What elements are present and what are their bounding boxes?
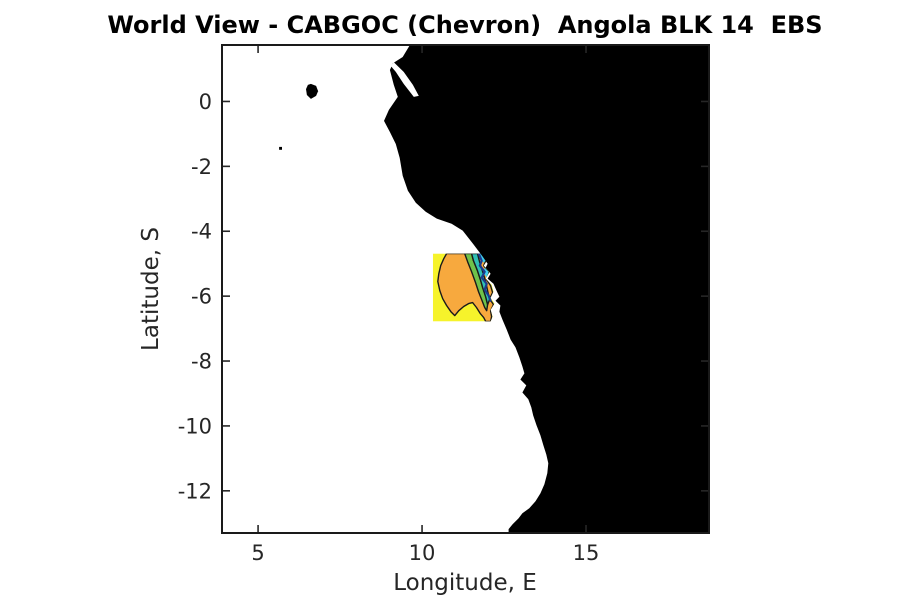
y-tick-label: -6 [191,285,212,309]
contour-line-navy [477,253,492,302]
y-tick-label: -4 [191,220,212,244]
y-tick-label: -12 [178,479,212,503]
land-africa-mainland [384,45,709,533]
band-lightblue-b [483,267,489,278]
y-tick-label: -10 [178,414,212,438]
x-axis-label: Longitude, E [393,570,537,596]
x-tick-label: 10 [409,541,436,565]
axis-ticks [222,45,709,533]
plot-frame [221,44,710,534]
y-tick-label: -2 [191,155,212,179]
y-tick-label: 0 [199,90,212,114]
y-tick-label: -8 [191,350,212,374]
y-tick-labels: 0 -2 -4 -6 -8 -10 -12 [178,90,212,503]
gabon-estuary-inlet [390,62,419,97]
y-axis-label: Latitude, S [138,227,164,351]
island-annobon [279,146,282,150]
x-tick-label: 5 [251,541,264,565]
map-layer [279,45,709,533]
figure-title: World View - CABGOC (Chevron) Angola BLK… [107,11,822,39]
island-sao-tome [306,83,319,99]
x-tick-labels: 5 10 15 [251,541,599,565]
x-tick-label: 15 [573,541,600,565]
